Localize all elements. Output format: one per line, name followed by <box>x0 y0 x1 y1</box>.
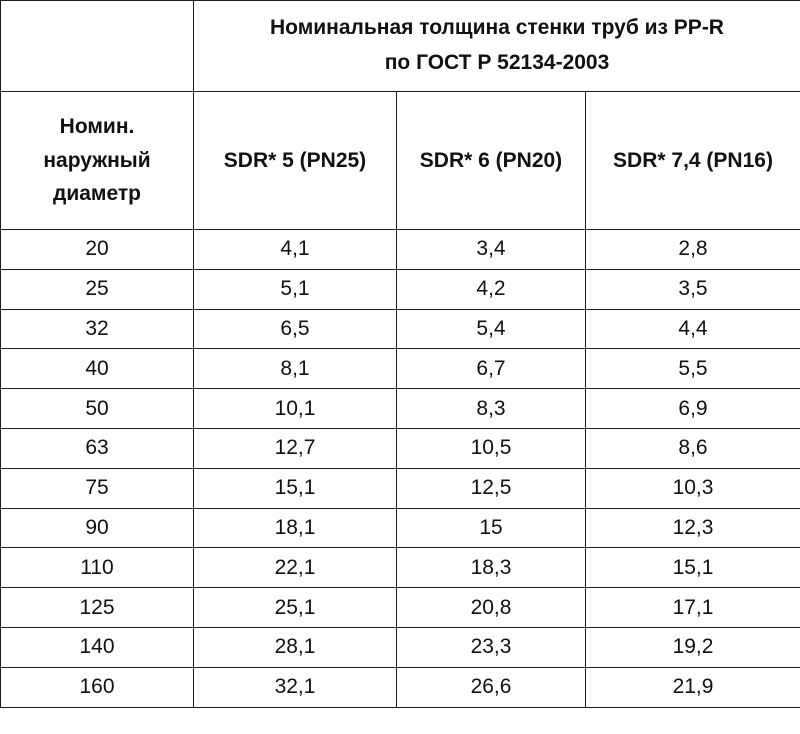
table-title-cell: Номинальная толщина стенки труб из PP-R … <box>193 0 800 92</box>
sdr5-cell: 4,1 <box>193 229 397 270</box>
sdr5-cell: 10,1 <box>193 388 397 429</box>
table-row: 90 18,1 15 12,3 <box>0 507 800 549</box>
sdr5-cell: 6,5 <box>193 308 397 350</box>
diameter-header-line-1: Номин. <box>59 115 135 139</box>
diameter-cell: 160 <box>0 666 194 708</box>
diameter-cell: 32 <box>0 308 194 350</box>
sdr7-4-cell: 8,6 <box>585 427 800 469</box>
diameter-cell: 140 <box>0 626 194 668</box>
sdr5-cell: 8,1 <box>193 348 397 390</box>
table-body: Номинальная толщина стенки труб из PP-R … <box>0 0 800 708</box>
table-row: 50 10,1 8,3 6,9 <box>0 388 800 429</box>
table-row: 140 28,1 23,3 19,2 <box>0 626 800 668</box>
sdr6-cell: 5,4 <box>396 308 586 350</box>
column-header-sdr5: SDR* 5 (PN25) <box>193 91 397 230</box>
sdr5-cell: 5,1 <box>193 268 397 310</box>
sdr6-cell: 18,3 <box>396 547 586 589</box>
table-row: 25 5,1 4,2 3,5 <box>0 268 800 310</box>
sdr6-cell: 6,7 <box>396 348 586 390</box>
sdr6-cell: 4,2 <box>396 268 586 310</box>
wall-thickness-table: Номинальная толщина стенки труб из PP-R … <box>0 0 800 708</box>
sdr5-cell: 18,1 <box>193 507 397 549</box>
diameter-header-cell: Номин. наружный диаметр <box>0 91 194 230</box>
table-row: 63 12,7 10,5 8,6 <box>0 427 800 469</box>
sdr7-4-cell: 3,5 <box>585 268 800 310</box>
sdr6-cell: 12,5 <box>396 467 586 509</box>
diameter-header-line-2: наружный <box>43 148 151 172</box>
table-row: 110 22,1 18,3 15,1 <box>0 547 800 589</box>
sdr7-4-cell: 12,3 <box>585 507 800 549</box>
sdr5-cell: 32,1 <box>193 666 397 708</box>
sdr7-4-cell: 17,1 <box>585 587 800 628</box>
sdr5-cell: 28,1 <box>193 626 397 668</box>
diameter-cell: 63 <box>0 427 194 469</box>
diameter-cell: 50 <box>0 388 194 429</box>
sdr6-cell: 23,3 <box>396 626 586 668</box>
sdr5-cell: 25,1 <box>193 587 397 628</box>
table-title-line-2: по ГОСТ Р 52134-2003 <box>384 51 610 74</box>
sdr7-4-cell: 6,9 <box>585 388 800 429</box>
empty-corner-cell <box>0 0 194 92</box>
sdr6-cell: 3,4 <box>396 229 586 270</box>
sdr7-4-cell: 21,9 <box>585 666 800 708</box>
sdr7-4-cell: 19,2 <box>585 626 800 668</box>
diameter-cell: 20 <box>0 229 194 270</box>
table-title: Номинальная толщина стенки труб из PP-R … <box>195 11 800 80</box>
sdr6-cell: 10,5 <box>396 427 586 469</box>
column-header-sdr6: SDR* 6 (PN20) <box>396 91 586 230</box>
sdr6-cell: 26,6 <box>396 666 586 708</box>
sdr7-4-cell: 10,3 <box>585 467 800 509</box>
table-row: 40 8,1 6,7 5,5 <box>0 348 800 390</box>
diameter-cell: 40 <box>0 348 194 390</box>
sdr6-cell: 20,8 <box>396 587 586 628</box>
sdr5-cell: 12,7 <box>193 427 397 469</box>
diameter-cell: 125 <box>0 587 194 628</box>
column-header-sdr7-4: SDR* 7,4 (PN16) <box>585 91 800 230</box>
table-row: 160 32,1 26,6 21,9 <box>0 666 800 708</box>
table-row: 75 15,1 12,5 10,3 <box>0 467 800 509</box>
sdr7-4-cell: 2,8 <box>585 229 800 270</box>
sdr7-4-cell: 15,1 <box>585 547 800 589</box>
table-row: 125 25,1 20,8 17,1 <box>0 587 800 628</box>
column-header-row: Номин. наружный диаметр SDR* 5 (PN25) SD… <box>0 91 800 230</box>
sdr6-cell: 15 <box>396 507 586 549</box>
sdr5-cell: 22,1 <box>193 547 397 589</box>
sdr7-4-cell: 4,4 <box>585 308 800 350</box>
title-row: Номинальная толщина стенки труб из PP-R … <box>0 0 800 92</box>
diameter-header-line-3: диаметр <box>53 182 141 206</box>
table-row: 32 6,5 5,4 4,4 <box>0 308 800 350</box>
sdr5-cell: 15,1 <box>193 467 397 509</box>
sdr7-4-cell: 5,5 <box>585 348 800 390</box>
diameter-cell: 25 <box>0 268 194 310</box>
diameter-cell: 110 <box>0 547 194 589</box>
diameter-header: Номин. наружный диаметр <box>2 110 193 211</box>
diameter-cell: 75 <box>0 467 194 509</box>
table-row: 20 4,1 3,4 2,8 <box>0 229 800 270</box>
table-title-line-1: Номинальная толщина стенки труб из PP-R <box>270 16 724 40</box>
diameter-cell: 90 <box>0 507 194 549</box>
sdr6-cell: 8,3 <box>396 388 586 429</box>
